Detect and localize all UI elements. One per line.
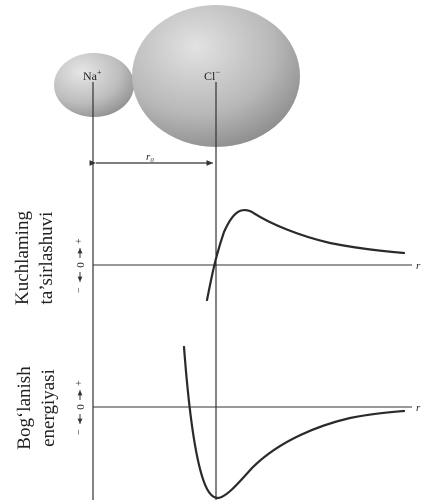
- force-panel-title-line2: ta’sirlashuvi: [36, 212, 57, 305]
- svg-text:−: −: [74, 287, 85, 293]
- energy-panel-title-line1: Bog‘lanish: [14, 366, 35, 450]
- energy-panel-title-line2: energiyasi: [38, 369, 59, 447]
- force-zero-label: 0: [75, 262, 87, 268]
- na-ion-label: Na+: [83, 68, 102, 83]
- energy-zero-label: 0: [75, 404, 87, 410]
- force-sign-indicator: 0 + −: [74, 238, 87, 293]
- force-axis-variable: r: [416, 260, 421, 272]
- na-ion: [54, 53, 134, 117]
- svg-text:−: −: [74, 429, 85, 435]
- svg-text:+: +: [74, 238, 85, 244]
- cl-ion: [132, 5, 300, 147]
- force-curve: [205, 208, 406, 302]
- force-panel-title-line1: Kuchlaming: [12, 211, 33, 305]
- energy-sign-indicator: 0 + −: [74, 380, 87, 435]
- equilibrium-distance: r₀: [89, 151, 213, 166]
- force-panel: Kuchlaming ta’sirlashuvi r 0 + −: [12, 208, 421, 305]
- distance-label: r₀: [146, 151, 154, 163]
- ions: Na+ Cl−: [54, 5, 300, 147]
- svg-text:+: +: [74, 380, 85, 386]
- cl-ion-label: Cl−: [204, 67, 220, 83]
- energy-curve: [182, 345, 406, 500]
- energy-axis-variable: r: [416, 402, 421, 414]
- energy-panel: Bog‘lanish energiyasi r 0 + −: [14, 345, 421, 500]
